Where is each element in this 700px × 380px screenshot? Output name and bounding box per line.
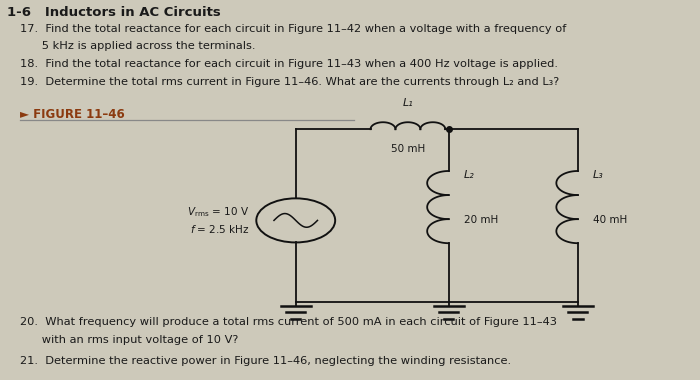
Text: 21.  Determine the reactive power in Figure 11–46, neglecting the winding resist: 21. Determine the reactive power in Figu… — [20, 356, 512, 366]
Text: with an rms input voltage of 10 V?: with an rms input voltage of 10 V? — [20, 335, 239, 345]
Text: $V_{\rm rms}$ = 10 V: $V_{\rm rms}$ = 10 V — [188, 205, 249, 219]
Text: 50 mH: 50 mH — [391, 144, 425, 154]
Text: 40 mH: 40 mH — [593, 215, 627, 225]
Text: L₂: L₂ — [463, 171, 475, 180]
Text: $f$ = 2.5 kHz: $f$ = 2.5 kHz — [190, 223, 249, 235]
Text: L₃: L₃ — [593, 171, 603, 180]
Text: 17.  Find the total reactance for each circuit in Figure 11–42 when a voltage wi: 17. Find the total reactance for each ci… — [20, 24, 567, 33]
Text: ► FIGURE 11–46: ► FIGURE 11–46 — [20, 108, 125, 121]
Text: 20 mH: 20 mH — [463, 215, 498, 225]
Text: 20.  What frequency will produce a total rms current of 500 mA in each circuit o: 20. What frequency will produce a total … — [20, 317, 557, 327]
Text: 1-6   Inductors in AC Circuits: 1-6 Inductors in AC Circuits — [7, 6, 220, 19]
Text: L₁: L₁ — [402, 98, 413, 108]
Text: 5 kHz is applied across the terminals.: 5 kHz is applied across the terminals. — [20, 41, 256, 51]
Text: 19.  Determine the total rms current in Figure 11–46. What are the currents thro: 19. Determine the total rms current in F… — [20, 77, 559, 87]
Text: 18.  Find the total reactance for each circuit in Figure 11–43 when a 400 Hz vol: 18. Find the total reactance for each ci… — [20, 59, 559, 69]
